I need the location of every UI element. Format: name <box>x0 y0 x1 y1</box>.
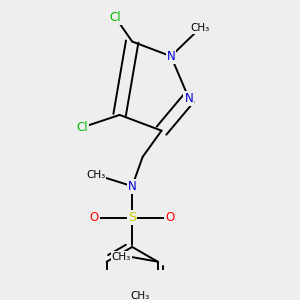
Text: N: N <box>184 92 193 105</box>
Text: S: S <box>128 211 136 224</box>
Text: N: N <box>167 50 175 63</box>
Text: N: N <box>128 180 136 193</box>
Text: Cl: Cl <box>110 11 121 24</box>
Text: CH₃: CH₃ <box>112 252 131 262</box>
Text: CH₃: CH₃ <box>86 170 105 180</box>
Text: O: O <box>165 211 175 224</box>
Text: CH₃: CH₃ <box>191 23 210 33</box>
Text: O: O <box>90 211 99 224</box>
Text: CH₃: CH₃ <box>130 291 150 300</box>
Text: Cl: Cl <box>76 121 88 134</box>
